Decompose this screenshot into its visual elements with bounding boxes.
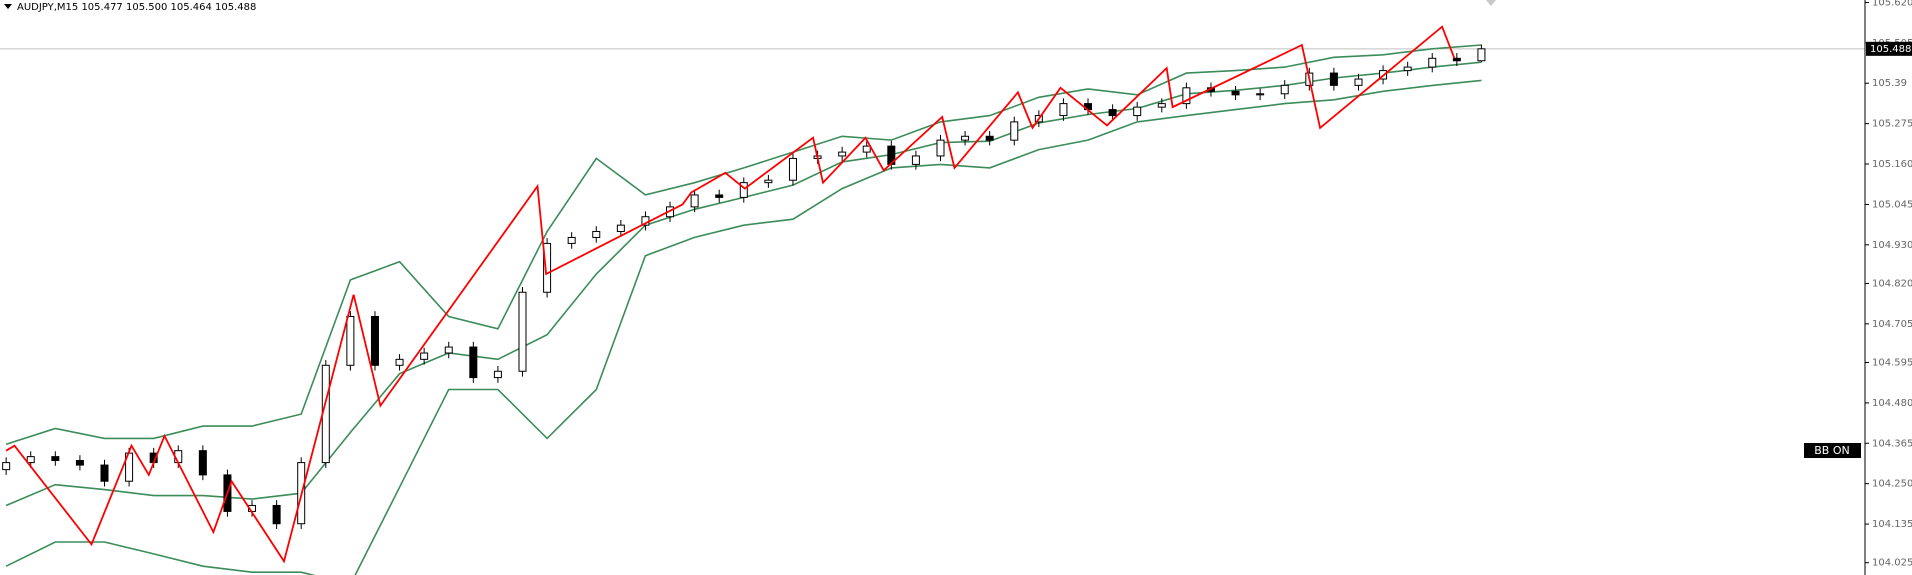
candle-body (715, 194, 724, 198)
price-axis: 105.620105.505105.39105.275105.160105.04… (1865, 0, 1912, 569)
y-tick-label: 105.045 (1872, 199, 1912, 210)
plot-area (0, 25, 1865, 575)
y-tick-label: 105.275 (1872, 119, 1912, 130)
candle-body (1280, 84, 1289, 95)
candle-body (1329, 72, 1338, 86)
candle-body (1182, 87, 1191, 105)
candle-body (346, 315, 355, 366)
candle-body (370, 315, 379, 366)
candle-body (1108, 109, 1117, 117)
candle-body (100, 464, 109, 482)
badge-box (1804, 443, 1861, 458)
candle-body (961, 135, 970, 141)
y-tick-label: 104.820 (1872, 278, 1912, 289)
candle-body (1428, 57, 1437, 68)
candle-body (567, 236, 576, 244)
candle-body (1477, 48, 1486, 62)
candle-body (985, 135, 994, 141)
candle-body (543, 242, 552, 293)
candle-body (1403, 66, 1412, 72)
candle-body (493, 370, 502, 379)
last-price-box (1866, 41, 1912, 56)
y-tick-label: 104.250 (1872, 479, 1912, 490)
candle-body (420, 352, 429, 360)
y-tick-label: 104.025 (1872, 558, 1912, 569)
y-tick-label: 104.930 (1872, 240, 1912, 251)
candle-body (838, 151, 847, 157)
candle-body (764, 179, 773, 184)
collapse-arrow[interactable] (4, 4, 12, 9)
bollinger-lower (5, 79, 1482, 575)
candle-body (911, 155, 920, 165)
candle-body (444, 346, 453, 354)
candle-body (788, 157, 797, 181)
candle-body (592, 230, 601, 238)
candle-body (1010, 121, 1019, 141)
candle-body (1256, 93, 1265, 96)
zigzag (5, 25, 1456, 564)
y-tick-label: 105.620 (1872, 0, 1912, 8)
candle-body (862, 145, 871, 153)
shift-marker (1486, 0, 1496, 6)
candle-body (469, 346, 478, 379)
candle-body (75, 459, 84, 466)
y-tick-label: 104.705 (1872, 319, 1912, 330)
candle-body (1231, 90, 1240, 96)
candle-body (1059, 103, 1068, 117)
candle-body (2, 462, 11, 471)
y-tick-label: 104.595 (1872, 357, 1912, 368)
y-tick-label: 104.480 (1872, 398, 1912, 409)
candle-body (1452, 57, 1461, 62)
candle-body (51, 456, 60, 461)
candle-body (1157, 103, 1166, 108)
y-tick-label: 104.365 (1872, 438, 1912, 449)
chart-title: AUDJPY,M15 105.477 105.500 105.464 105.4… (17, 2, 256, 13)
candle-body (198, 450, 207, 476)
last-price-label: 105.488 (1870, 44, 1911, 55)
candle-body (1354, 78, 1363, 86)
candle-body (518, 291, 527, 372)
candle-body (616, 224, 625, 232)
candle-body (690, 194, 699, 208)
y-tick-label: 104.135 (1872, 519, 1912, 530)
y-tick-label: 105.39 (1872, 78, 1907, 89)
bollinger-upper (5, 44, 1482, 446)
candle-body (936, 139, 945, 157)
candle-body (739, 182, 748, 198)
candle-body (1133, 106, 1142, 117)
y-tick-label: 105.160 (1872, 159, 1912, 170)
candle-body (395, 358, 404, 366)
badge: BB ON (1814, 444, 1849, 457)
candle-body (272, 504, 281, 525)
candle-body (26, 456, 35, 464)
